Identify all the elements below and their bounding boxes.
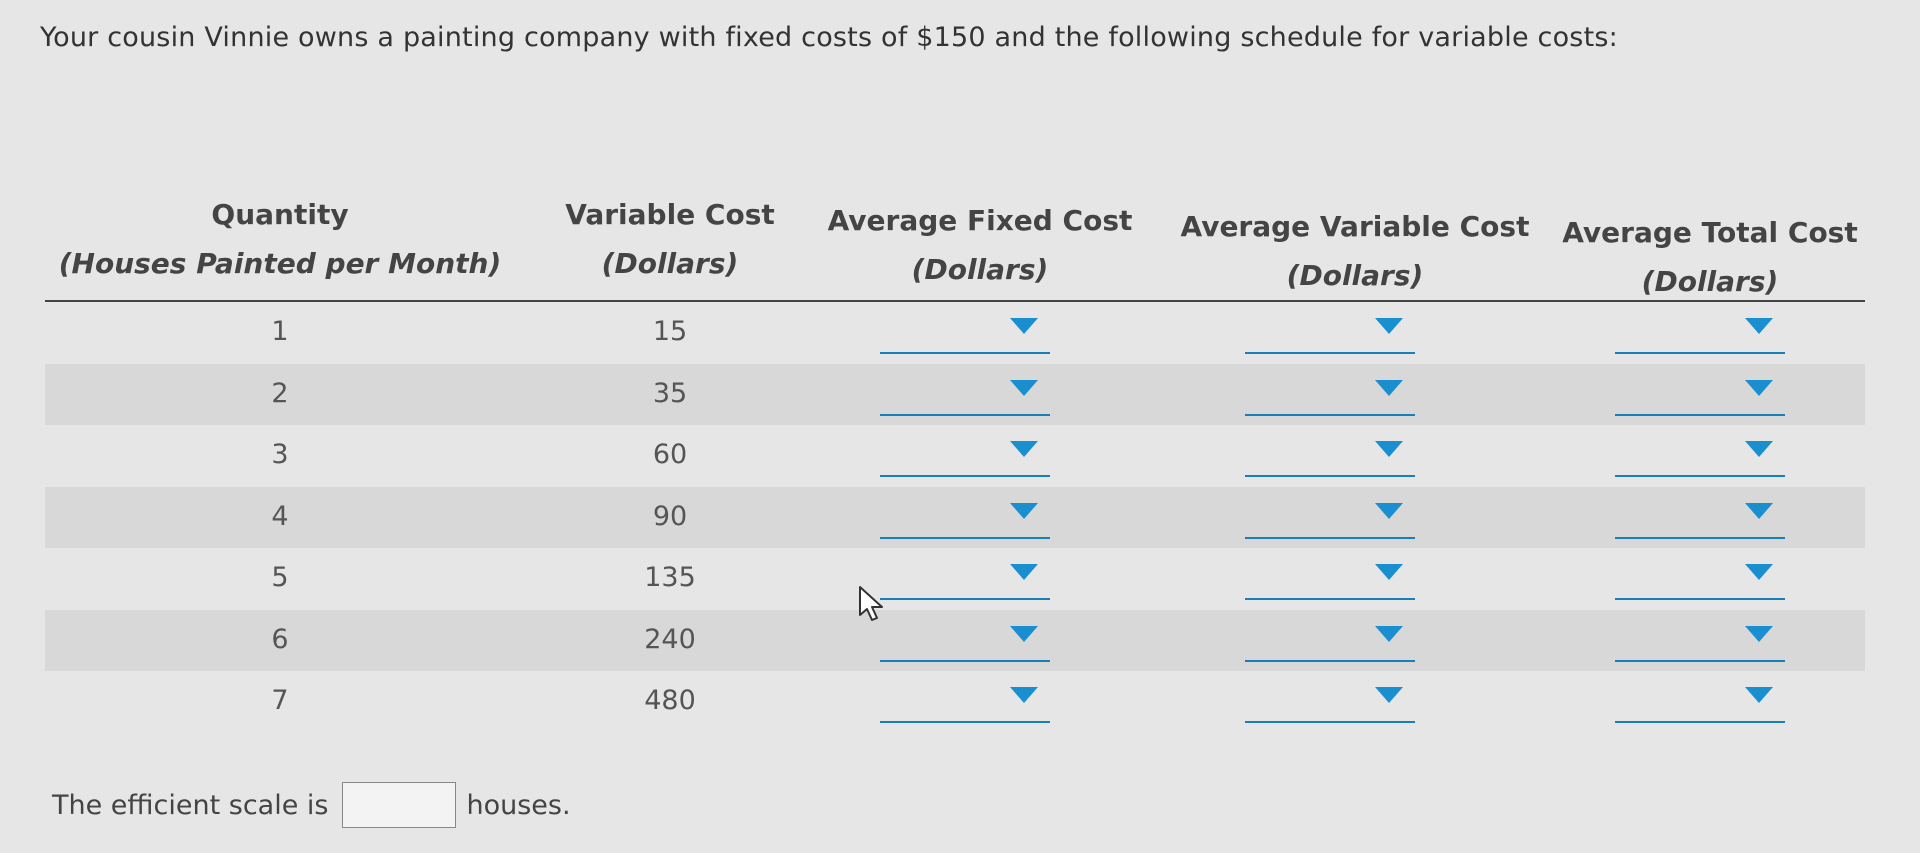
dropdown-arrow-icon — [1745, 687, 1773, 703]
atc-dropdown[interactable] — [1615, 558, 1785, 600]
header-variable-cost-title: Variable Cost — [565, 198, 775, 231]
dropdown-arrow-icon — [1010, 318, 1038, 334]
dropdown-arrow-icon — [1375, 625, 1403, 642]
dropdown-arrow-icon — [1375, 687, 1403, 703]
table-row: 3 60 — [45, 425, 1865, 487]
dropdown-arrow-icon — [1745, 502, 1773, 519]
header-avc-title: Average Variable Cost — [1180, 210, 1530, 243]
afc-dropdown[interactable] — [880, 681, 1050, 723]
header-average-fixed-cost: Average Fixed Cost (Dollars) — [820, 204, 1140, 286]
table-row: 5 135 — [45, 548, 1865, 610]
dropdown-arrow-icon — [1010, 502, 1038, 519]
variable-cost-cell: 60 — [652, 439, 688, 470]
avc-dropdown[interactable] — [1245, 558, 1415, 600]
afc-dropdown[interactable] — [880, 312, 1050, 354]
dropdown-arrow-icon — [1010, 441, 1038, 457]
efficient-scale-input[interactable] — [342, 782, 457, 828]
avc-dropdown[interactable] — [1245, 620, 1415, 662]
header-quantity-sub: (Houses Painted per Month) — [58, 247, 502, 280]
header-average-total-cost: Average Total Cost (Dollars) — [1550, 216, 1870, 298]
table-row: 1 15 — [45, 302, 1865, 364]
quantity-cell: 3 — [271, 439, 289, 470]
question-prompt: Your cousin Vinnie owns a painting compa… — [40, 22, 1618, 53]
header-variable-cost-sub: (Dollars) — [601, 247, 739, 280]
dropdown-arrow-icon — [1010, 564, 1038, 580]
variable-cost-cell: 135 — [644, 562, 696, 593]
atc-dropdown[interactable] — [1615, 620, 1785, 662]
quantity-cell: 6 — [271, 623, 289, 655]
atc-dropdown[interactable] — [1615, 435, 1785, 477]
header-variable-cost: Variable Cost (Dollars) — [550, 198, 790, 280]
afc-dropdown[interactable] — [880, 620, 1050, 662]
avc-dropdown[interactable] — [1245, 374, 1415, 416]
dropdown-arrow-icon — [1745, 379, 1773, 396]
atc-dropdown[interactable] — [1615, 681, 1785, 723]
avc-dropdown[interactable] — [1245, 497, 1415, 539]
header-afc-title: Average Fixed Cost — [827, 204, 1133, 237]
dropdown-arrow-icon — [1375, 379, 1403, 396]
table-row: 2 35 — [45, 363, 1865, 425]
quantity-cell: 5 — [271, 562, 289, 593]
avc-dropdown[interactable] — [1245, 681, 1415, 723]
header-atc-title: Average Total Cost — [1562, 216, 1858, 249]
variable-cost-cell: 15 — [652, 316, 688, 347]
efficient-scale-label: The efficient scale is — [52, 789, 329, 821]
cost-table: Quantity (Houses Painted per Month) Vari… — [45, 190, 1865, 733]
dropdown-arrow-icon — [1010, 687, 1038, 703]
afc-dropdown[interactable] — [880, 558, 1050, 600]
header-atc-sub: (Dollars) — [1641, 265, 1779, 298]
avc-dropdown[interactable] — [1245, 435, 1415, 477]
atc-dropdown[interactable] — [1615, 312, 1785, 354]
dropdown-arrow-icon — [1745, 625, 1773, 642]
header-quantity-title: Quantity — [211, 198, 349, 231]
table-row: 7 480 — [45, 671, 1865, 733]
header-average-variable-cost: Average Variable Cost (Dollars) — [1165, 210, 1545, 292]
variable-cost-cell: 240 — [644, 623, 696, 655]
table-row: 6 240 — [45, 609, 1865, 671]
mouse-pointer-icon — [859, 586, 883, 621]
dropdown-arrow-icon — [1745, 441, 1773, 457]
efficient-scale-unit: houses. — [466, 789, 571, 821]
atc-dropdown[interactable] — [1615, 374, 1785, 416]
efficient-scale-sentence: The efficient scale is houses. — [52, 782, 571, 828]
afc-dropdown[interactable] — [880, 374, 1050, 416]
variable-cost-cell: 480 — [644, 685, 696, 716]
afc-dropdown[interactable] — [880, 435, 1050, 477]
header-quantity: Quantity (Houses Painted per Month) — [45, 198, 515, 280]
dropdown-arrow-icon — [1375, 318, 1403, 334]
dropdown-arrow-icon — [1745, 564, 1773, 580]
afc-dropdown[interactable] — [880, 497, 1050, 539]
variable-cost-cell: 90 — [652, 500, 688, 532]
table-header: Quantity (Houses Painted per Month) Vari… — [45, 190, 1865, 302]
quantity-cell: 4 — [271, 500, 289, 532]
quantity-cell: 2 — [271, 377, 289, 409]
dropdown-arrow-icon — [1375, 502, 1403, 519]
quantity-cell: 7 — [271, 685, 289, 716]
avc-dropdown[interactable] — [1245, 312, 1415, 354]
atc-dropdown[interactable] — [1615, 497, 1785, 539]
variable-cost-cell: 35 — [652, 377, 688, 409]
header-avc-sub: (Dollars) — [1286, 259, 1424, 292]
dropdown-arrow-icon — [1010, 379, 1038, 396]
dropdown-arrow-icon — [1375, 441, 1403, 457]
dropdown-arrow-icon — [1375, 564, 1403, 580]
table-row: 4 90 — [45, 486, 1865, 548]
header-afc-sub: (Dollars) — [911, 253, 1049, 286]
quantity-cell: 1 — [271, 316, 289, 347]
dropdown-arrow-icon — [1745, 318, 1773, 334]
dropdown-arrow-icon — [1010, 625, 1038, 642]
